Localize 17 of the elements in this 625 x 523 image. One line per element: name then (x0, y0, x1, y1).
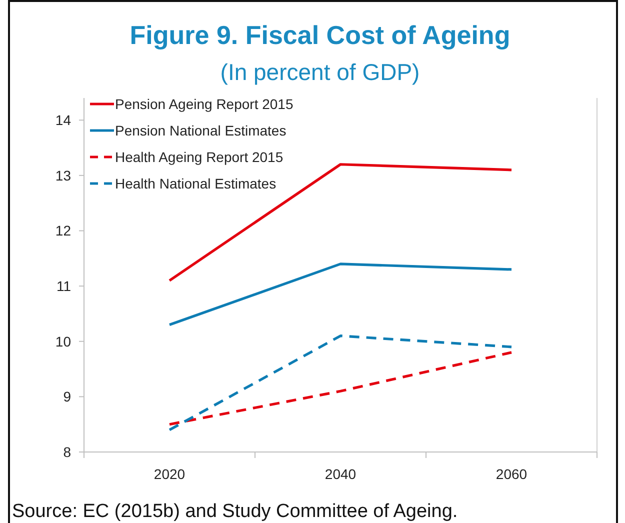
source-note: Source: EC (2015b) and Study Committee of Ageing. (12, 501, 458, 522)
y-tick-label: 12 (55, 222, 72, 239)
y-tick-label: 9 (63, 388, 72, 405)
legend-label: Pension Ageing Report 2015 (115, 96, 294, 112)
y-tick-label: 11 (56, 278, 72, 294)
y-tick-label: 10 (55, 333, 72, 350)
y-tick-label: 8 (63, 444, 72, 460)
chart-subtitle: (In percent of GDP) (220, 59, 420, 85)
legend-label: Health National Estimates (115, 175, 276, 192)
legend-label: Health Ageing Report 2015 (115, 148, 284, 165)
legend-label: Pension National Estimates (115, 122, 286, 138)
chart-title: Figure 9. Fiscal Cost of Ageing (130, 20, 510, 50)
x-tick-label: 2060 (496, 466, 528, 482)
y-tick-label: 14 (55, 112, 72, 128)
x-tick-label: 2020 (154, 466, 186, 482)
y-tick-label: 13 (55, 167, 72, 184)
x-tick-label: 2040 (324, 466, 356, 482)
